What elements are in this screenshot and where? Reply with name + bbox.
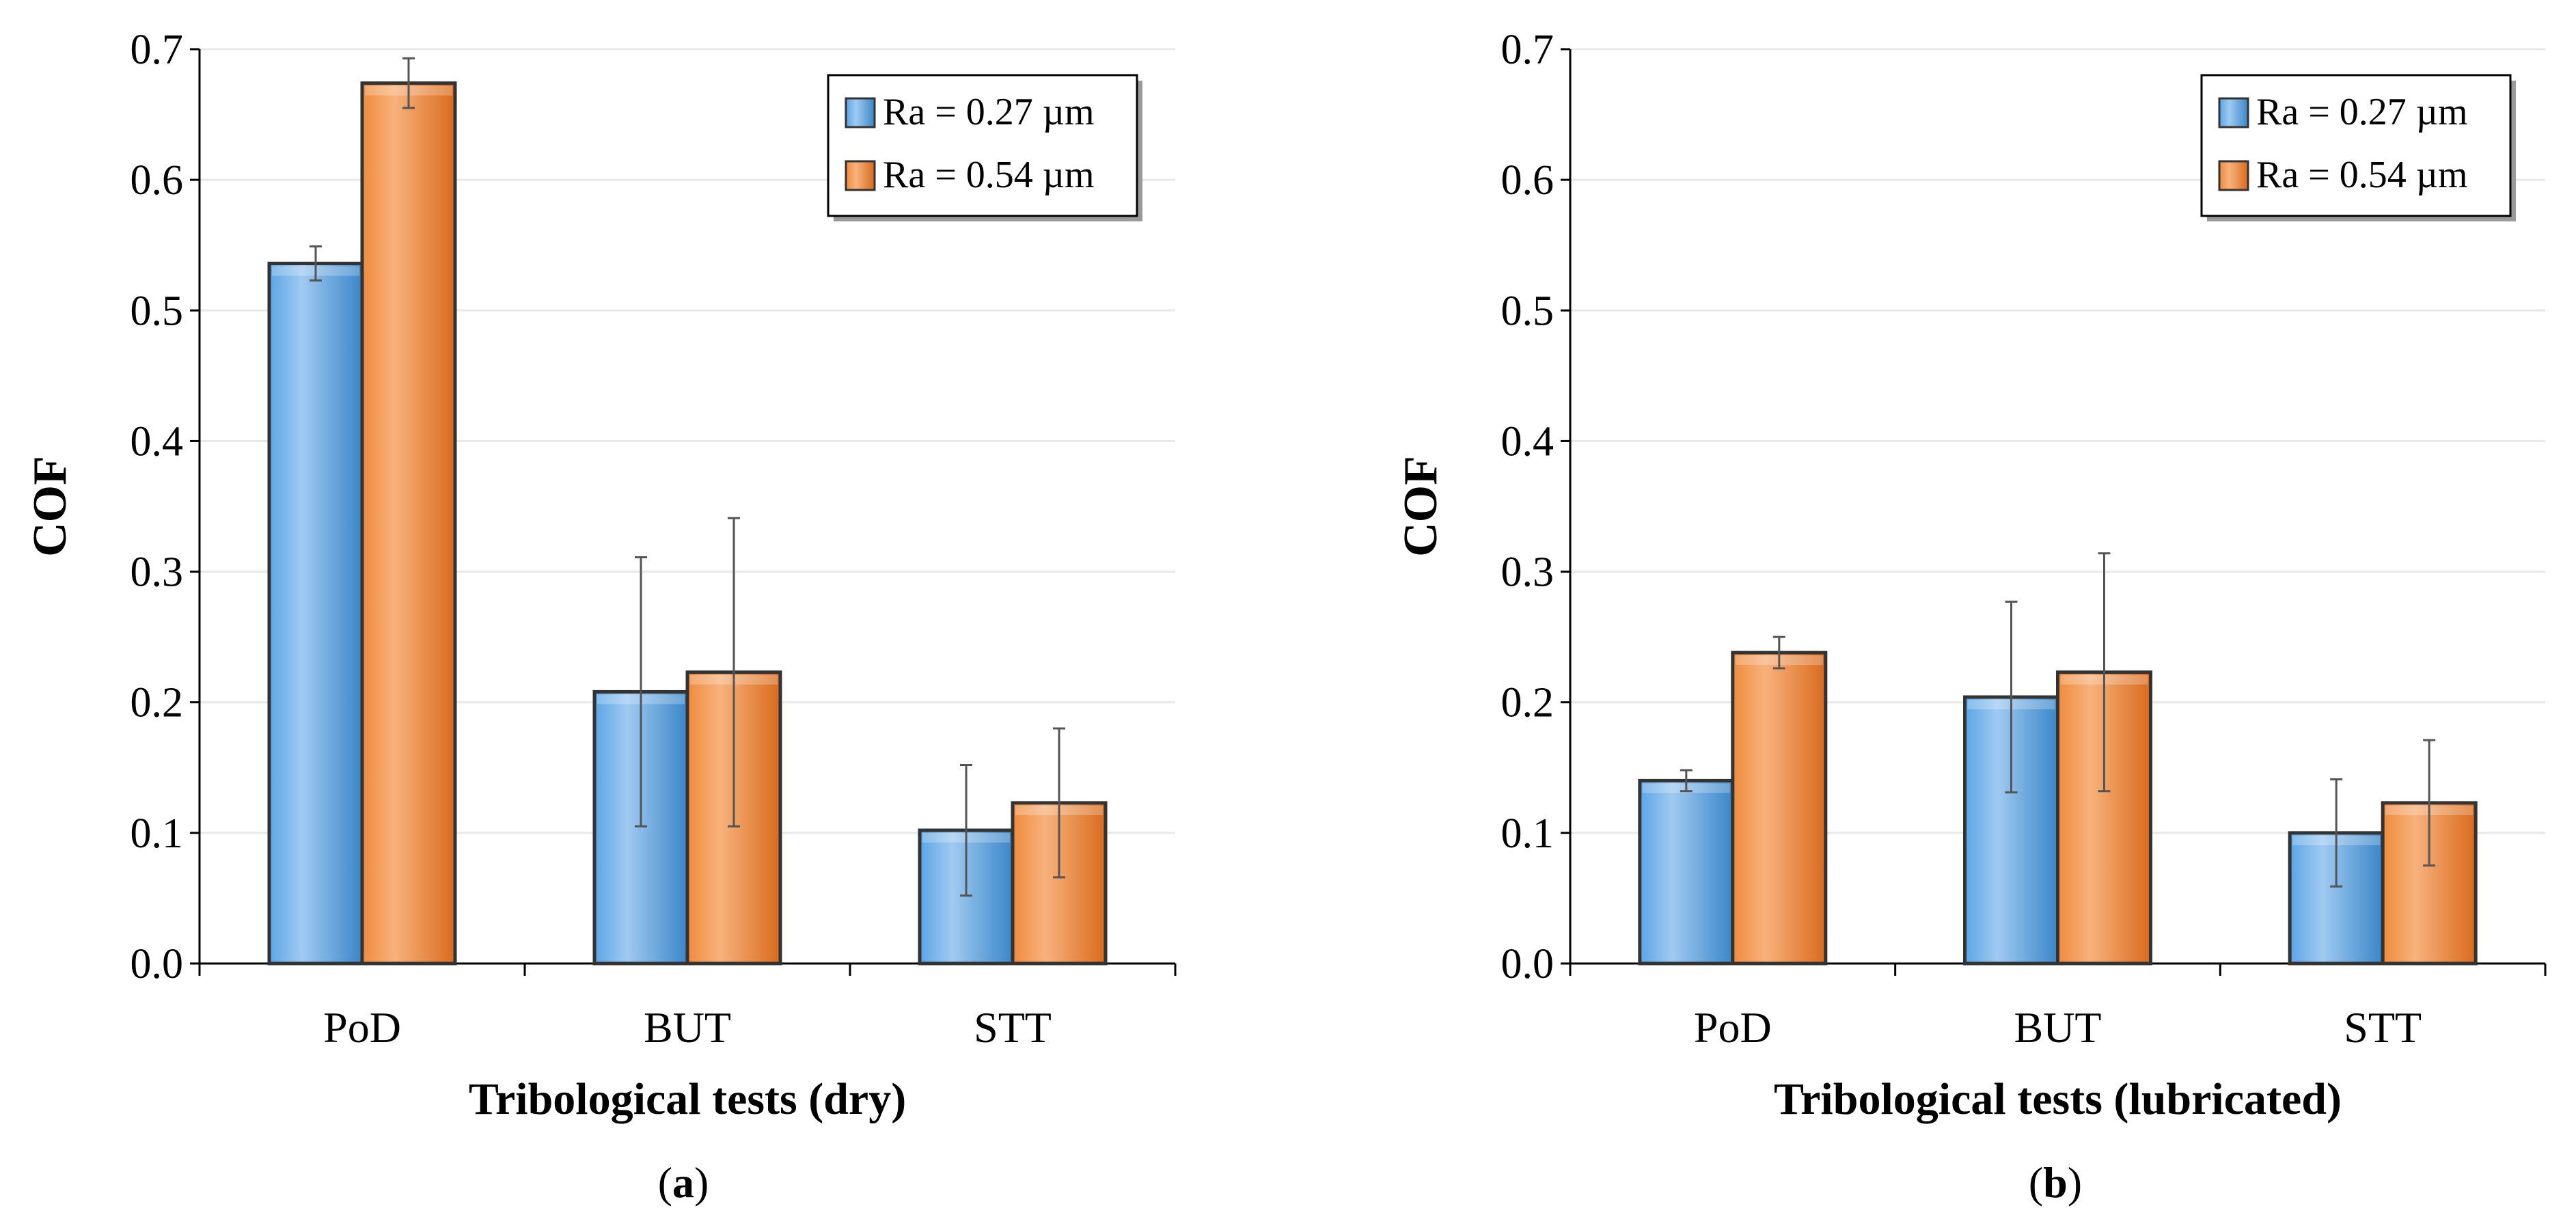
- legend-label-series-1: Ra = 0.27 µm: [2256, 91, 2468, 133]
- x-category-label: PoD: [1694, 1003, 1772, 1052]
- y-tick-label: 0.3: [1501, 549, 1554, 596]
- y-tick-label: 0.0: [1501, 941, 1554, 987]
- y-tick-label: 0.5: [131, 288, 184, 334]
- bar-pod-series-1: [267, 261, 364, 966]
- y-tick-label: 0.1: [131, 810, 184, 857]
- y-tick-label: 0.1: [1501, 810, 1554, 857]
- bar-pod-series-2: [1731, 651, 1828, 966]
- legend-label-series-1: Ra = 0.27 µm: [883, 91, 1095, 133]
- y-axis-title: COF: [1395, 456, 1447, 557]
- legend-label-series-2: Ra = 0.54 µm: [2256, 154, 2468, 196]
- panel-label-open: (: [2029, 1158, 2043, 1207]
- legend-swatch-series-2: [2218, 160, 2249, 191]
- panel-label-letter: b: [2043, 1158, 2068, 1207]
- x-category-label: BUT: [2014, 1003, 2102, 1052]
- y-tick-label: 0.4: [131, 418, 184, 465]
- x-category-label: BUT: [644, 1003, 731, 1052]
- panel-label-close: ): [694, 1158, 709, 1207]
- y-tick-label: 0.2: [1501, 680, 1554, 726]
- y-axis-title: COF: [24, 456, 77, 557]
- panel-label-close: ): [2068, 1158, 2082, 1207]
- y-tick-label: 0.0: [131, 941, 184, 987]
- legend-swatch-series-2: [845, 160, 876, 191]
- chart-panel-b: 0.0 0.1 0.2 0.3 0.4 0.5 0.6 0.7 PoD BUT STTTribolo…: [1395, 27, 2547, 1207]
- y-tick-label: 0.2: [131, 680, 184, 726]
- panel-label-open: (: [658, 1158, 672, 1207]
- panel-label: (b): [2029, 1158, 2082, 1207]
- legend-swatch-series-1: [2218, 97, 2249, 128]
- panel-label: (a): [658, 1158, 709, 1207]
- y-tick-label: 0.4: [1501, 418, 1554, 465]
- legend: Ra = 0.27 µm Ra = 0.54 µm: [827, 74, 1142, 221]
- chart-panel-a: 0.0 0.1 0.2 0.3 0.4 0.5 0.6 0.7 PoD BUT STT Tribolo…: [24, 27, 1177, 1207]
- x-category-label: PoD: [323, 1003, 401, 1052]
- bar-pod-series-1: [1638, 778, 1735, 966]
- x-axis-title: Tribological tests (lubricated): [1774, 1074, 2342, 1124]
- y-tick-label: 0.6: [131, 157, 184, 204]
- legend: Ra = 0.27 µm Ra = 0.54 µm: [2200, 74, 2516, 221]
- y-tick-label: 0.7: [1501, 27, 1554, 73]
- legend-label-series-2: Ra = 0.54 µm: [883, 154, 1095, 196]
- x-category-label: STT: [974, 1003, 1052, 1052]
- y-tick-label: 0.6: [1501, 157, 1554, 204]
- x-category-label: STT: [2344, 1003, 2422, 1052]
- legend-box: [827, 74, 1138, 217]
- y-tick-label: 0.3: [131, 549, 184, 596]
- x-axis-title: Tribological tests (dry): [469, 1074, 906, 1124]
- y-tick-label: 0.5: [1501, 288, 1554, 334]
- legend-swatch-series-1: [845, 97, 876, 128]
- panel-label-letter: a: [672, 1158, 694, 1207]
- bar-pod-series-2: [360, 81, 457, 966]
- y-tick-label: 0.7: [131, 27, 184, 73]
- legend-box: [2200, 74, 2512, 217]
